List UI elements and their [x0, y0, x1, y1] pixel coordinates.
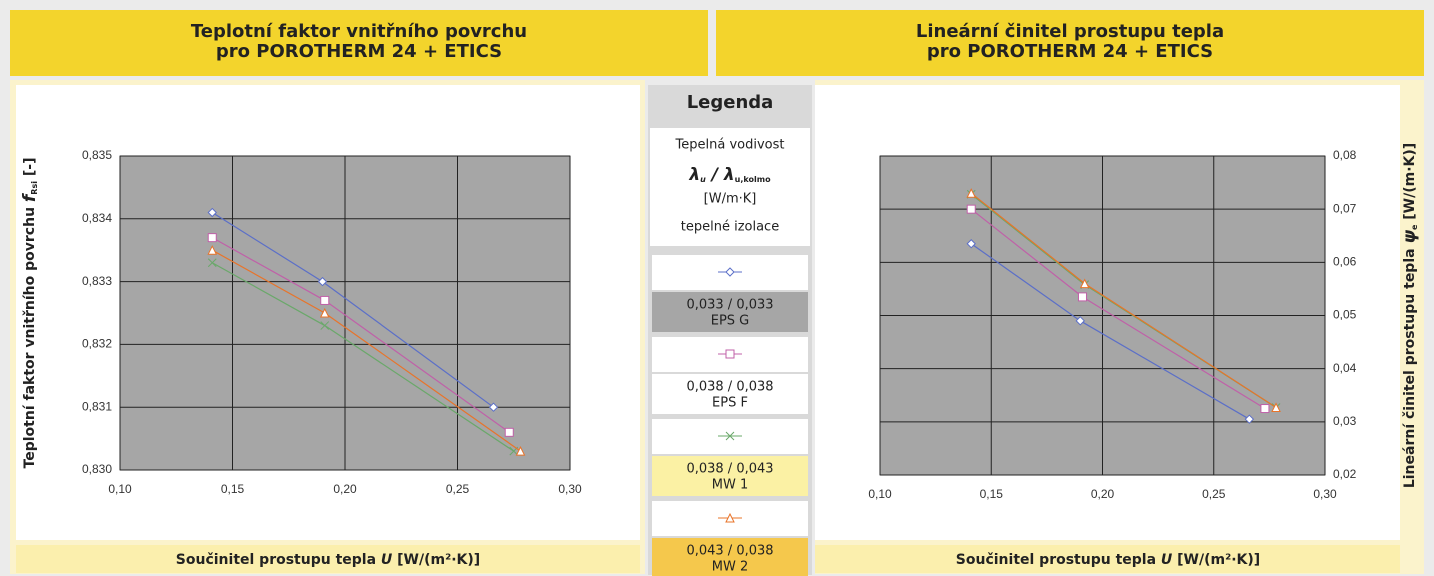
x-axis-label: Součinitel prostupu tepla U [W/(m²·K)] [176, 552, 480, 568]
marker [725, 431, 735, 441]
x-label-band [815, 545, 1400, 573]
marker [966, 239, 976, 249]
legend-name: 0,038 / 0,043 [686, 462, 773, 477]
legend-text: Tepelná vodivost [675, 138, 785, 153]
chart-title: Lineární činitel prostupu tepla [916, 21, 1224, 42]
x-axis-label-part: U [1161, 552, 1173, 568]
x-axis-label-part: [W/(m²·K)] [1172, 552, 1260, 568]
y-tick-label: 0,05 [1333, 308, 1357, 322]
legend-name: 0,033 / 0,033 [686, 298, 773, 313]
y-tick-label: 0,03 [1333, 414, 1357, 428]
y-axis-label-part: e [1410, 224, 1419, 230]
y-tick-label: 0,830 [82, 462, 112, 476]
y-axis-label-part: Rsi [30, 181, 39, 195]
marker [725, 349, 735, 359]
marker [1077, 292, 1087, 302]
y-axis-label: Lineární činitel prostupu tepla ψe [W/(m… [1400, 143, 1420, 488]
marker [320, 295, 330, 305]
y-tick-label: 0,06 [1333, 255, 1357, 269]
legend-material: MW 1 [712, 478, 748, 493]
legend-text-box [652, 538, 808, 576]
y-tick-label: 0,04 [1333, 361, 1357, 375]
marker [1079, 278, 1090, 289]
title-box [10, 10, 708, 76]
chart-title: pro POROTHERM 24 + ETICS [927, 41, 1213, 62]
title-box [716, 10, 1424, 76]
legend-material: EPS F [712, 396, 748, 411]
x-tick-label: 0,15 [980, 487, 1004, 501]
marker [966, 204, 976, 214]
x-axis-label-part: Součinitel prostupu tepla [176, 552, 381, 568]
legend-text: tepelné izolace [681, 220, 779, 235]
legend-text-box [652, 456, 808, 496]
legend-material: MW 2 [712, 560, 748, 575]
marker [207, 258, 217, 268]
marker [488, 402, 499, 412]
marker [504, 427, 514, 437]
marker [725, 512, 735, 523]
y-axis-label-part: Teplotní faktor vnitřního povrchu [22, 202, 38, 468]
marker [1271, 402, 1281, 412]
y-tick-label: 0,831 [82, 399, 112, 413]
marker [207, 207, 217, 218]
marker [1244, 414, 1255, 424]
x-label-band [16, 545, 640, 573]
marker [725, 267, 735, 277]
x-tick-label: 0,30 [558, 482, 582, 496]
x-tick-label: 0,20 [333, 482, 357, 496]
marker [207, 233, 217, 243]
y-axis-label-part: f [20, 192, 40, 202]
y-tick-label: 0,832 [82, 337, 112, 351]
x-tick-label: 0,30 [1313, 487, 1337, 501]
marker [1075, 316, 1085, 326]
legend-name: 0,043 / 0,038 [686, 544, 773, 559]
marker [319, 307, 330, 318]
y-tick-label: 0,07 [1333, 201, 1357, 215]
marker [515, 446, 526, 456]
marker [320, 321, 330, 330]
legend-text-box [652, 292, 808, 332]
y-tick-label: 0,08 [1333, 148, 1357, 162]
y-tick-label: 0,833 [82, 274, 112, 288]
x-axis-label-part: Součinitel prostupu tepla [956, 552, 1161, 568]
y-axis-label: Teplotní faktor vnitřního povrchu fRsi [… [20, 158, 40, 469]
y-axis-label-part: Lineární činitel prostupu tepla [1402, 244, 1418, 489]
x-axis-label-part: [W/(m²·K)] [392, 552, 480, 568]
marker [966, 188, 977, 198]
chart-title: pro POROTHERM 24 + ETICS [216, 41, 502, 62]
legend-text-box [652, 374, 808, 414]
x-tick-label: 0,10 [108, 482, 132, 496]
y-tick-label: 0,834 [82, 211, 112, 225]
chart-title: Teplotní faktor vnitřního povrchu [191, 21, 527, 42]
x-tick-label: 0,25 [1202, 487, 1226, 501]
legend-unit: [W/m·K] [704, 192, 757, 207]
x-tick-label: 0,10 [868, 487, 892, 501]
y-tick-label: 0,835 [82, 148, 112, 162]
marker [317, 276, 328, 287]
x-axis-label: Součinitel prostupu tepla U [W/(m²·K)] [956, 552, 1260, 568]
y-tick-label: 0,02 [1333, 467, 1357, 481]
y-axis-label-part: ψ [1400, 230, 1420, 244]
x-tick-label: 0,20 [1091, 487, 1115, 501]
legend-title: Legenda [687, 92, 774, 113]
x-axis-label-part: U [381, 552, 393, 568]
legend-header-box [650, 128, 810, 246]
y-axis-label-part: [W/(m·K)] [1402, 143, 1418, 225]
marker [207, 245, 218, 255]
x-tick-label: 0,25 [446, 482, 470, 496]
legend-material: EPS G [711, 314, 750, 329]
marker [1260, 404, 1270, 414]
y-axis-label-part: [-] [22, 158, 38, 181]
legend-name: 0,038 / 0,038 [686, 380, 773, 395]
x-tick-label: 0,15 [221, 482, 245, 496]
legend-symbol: λu / λu,kolmo [688, 165, 771, 185]
